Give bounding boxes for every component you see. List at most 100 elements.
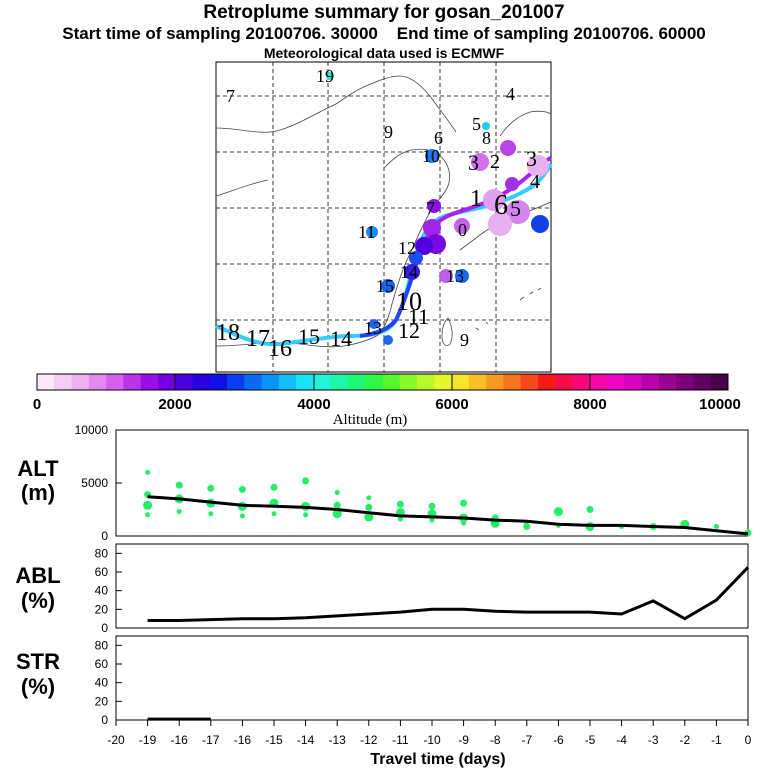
map-point bbox=[506, 200, 530, 224]
map-point bbox=[483, 189, 505, 211]
y-tick-label: 10000 bbox=[75, 423, 109, 437]
alt-scatter-point bbox=[397, 516, 403, 522]
alt-mean-line bbox=[147, 495, 749, 536]
y-tick-label: 0 bbox=[101, 621, 108, 635]
alt-scatter-point bbox=[713, 523, 719, 529]
map-label: 12 bbox=[398, 238, 416, 258]
map-label: 11 bbox=[358, 222, 375, 242]
map-point bbox=[488, 212, 512, 236]
map-label: 11 bbox=[408, 304, 429, 329]
colorbar-cell bbox=[624, 374, 643, 390]
x-tick-label: -17 bbox=[202, 733, 220, 747]
colorbar-cell bbox=[192, 374, 211, 390]
map-label: 14 bbox=[330, 326, 352, 351]
map-point bbox=[366, 226, 378, 238]
chart-title: Retroplume summary for gosan_201007 bbox=[203, 2, 565, 23]
alt-scatter-point bbox=[302, 477, 310, 485]
alt-scatter-point bbox=[145, 512, 151, 518]
x-tick-label: -4 bbox=[616, 733, 627, 747]
colorbar-cell bbox=[296, 374, 314, 390]
x-tick-label: -11 bbox=[392, 733, 409, 747]
alt-scatter-point bbox=[238, 485, 246, 493]
track-low bbox=[359, 271, 416, 338]
map-label: 6 bbox=[494, 190, 508, 221]
abl-frame bbox=[115, 543, 749, 629]
alt-scatter-point bbox=[143, 500, 153, 510]
y-tick-label: 0 bbox=[101, 713, 108, 727]
alt-scatter-point bbox=[364, 512, 374, 522]
map-point bbox=[454, 218, 470, 234]
x-tick-label: -14 bbox=[297, 733, 315, 747]
map-label: 15 bbox=[298, 324, 320, 349]
alt-scatter-point bbox=[461, 520, 467, 526]
alt-yticks: 0 5000 10000 bbox=[75, 423, 122, 543]
x-tick-label: -16 bbox=[234, 733, 252, 747]
str-yticks: 0 20 40 60 80 bbox=[95, 638, 122, 727]
alt-scatter-point bbox=[271, 511, 277, 517]
colorbar-cell bbox=[157, 374, 176, 390]
x-tick-label: -10 bbox=[423, 733, 441, 747]
str-ylabel-top: STR bbox=[16, 649, 60, 674]
map-label: 1 bbox=[470, 186, 482, 212]
alt-scatter-point bbox=[332, 509, 342, 519]
map-label: 15 bbox=[376, 276, 394, 296]
colorbar-frame bbox=[36, 373, 729, 391]
colorbar-tick: 0 bbox=[33, 396, 41, 413]
colorbar-tick: 10000 bbox=[699, 396, 741, 413]
alt-scatter-point bbox=[303, 512, 309, 518]
alt-scatter-point bbox=[365, 503, 373, 511]
y-tick-label: 40 bbox=[95, 584, 109, 598]
map-label: 10 bbox=[396, 287, 422, 316]
map-label: 9 bbox=[460, 330, 469, 350]
colorbar-cell bbox=[37, 374, 55, 390]
colorbar-cell bbox=[451, 374, 470, 390]
altitude-colorbar: 0 2000 4000 6000 8000 10000 Altitude (m) bbox=[33, 373, 741, 428]
map-label: 6 bbox=[434, 128, 443, 148]
colorbar-cell bbox=[209, 374, 228, 390]
abl-line bbox=[147, 566, 750, 622]
colorbar-cell bbox=[399, 374, 418, 390]
alt-scatter-point bbox=[207, 484, 215, 492]
met-data-label: Meteorological data used is ECMWF bbox=[263, 45, 505, 61]
colorbar-cell bbox=[88, 374, 107, 390]
colorbar-xlabel: Altitude (m) bbox=[333, 412, 408, 428]
alt-scatter-point bbox=[333, 501, 341, 509]
colorbar-cell bbox=[658, 374, 677, 390]
map-label: 16 bbox=[268, 336, 292, 362]
alt-scatter-point bbox=[176, 509, 182, 515]
alt-scatter-point bbox=[366, 495, 372, 501]
abl-panel: ABL (%) 0 20 40 60 80 bbox=[15, 543, 750, 635]
map-point bbox=[455, 269, 469, 283]
x-tick-label: -3 bbox=[648, 733, 659, 747]
map-label: 19 bbox=[316, 66, 334, 86]
map-point bbox=[423, 219, 441, 237]
x-tick-label: -6 bbox=[553, 733, 564, 747]
trajectory-points bbox=[326, 72, 549, 345]
map-label: 13 bbox=[364, 318, 382, 338]
x-tick-label: -8 bbox=[490, 733, 501, 747]
map-point bbox=[439, 269, 453, 283]
x-tick-label: -12 bbox=[360, 733, 378, 747]
colorbar-tick: 2000 bbox=[158, 396, 191, 413]
map-point bbox=[369, 319, 379, 329]
x-axis-label: Travel time (days) bbox=[370, 751, 505, 768]
alt-scatter-point bbox=[175, 481, 183, 489]
colorbar-tick: 4000 bbox=[297, 396, 330, 413]
map-point bbox=[383, 335, 393, 345]
colorbar-cell bbox=[54, 374, 73, 390]
alt-scatter-point bbox=[523, 522, 531, 530]
colorbar-cell bbox=[468, 374, 487, 390]
map-point bbox=[425, 149, 439, 163]
map-point bbox=[326, 72, 334, 80]
map-label: 7 bbox=[226, 86, 235, 106]
colorbar-cell bbox=[520, 374, 539, 390]
colorbar-cell bbox=[434, 374, 453, 390]
colorbar-cells bbox=[37, 374, 729, 390]
map-point bbox=[404, 264, 420, 280]
x-tick-label: -19 bbox=[139, 733, 157, 747]
colorbar-cell bbox=[555, 374, 574, 390]
map-label: 5 bbox=[510, 196, 521, 221]
alt-scatter-point bbox=[239, 513, 245, 519]
colorbar-cell bbox=[278, 374, 297, 390]
